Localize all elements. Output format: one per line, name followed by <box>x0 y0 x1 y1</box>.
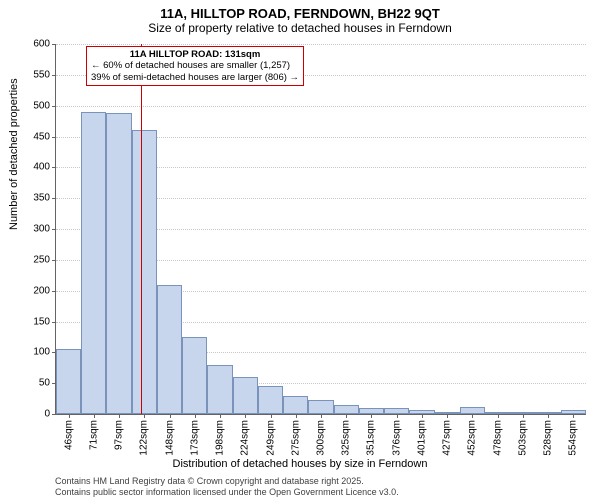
ytick-label: 450 <box>33 131 50 142</box>
reference-line <box>141 44 142 414</box>
bar <box>233 377 258 414</box>
xtick-mark <box>170 414 171 418</box>
bar <box>81 112 106 414</box>
plot-area: 05010015020025030035040045050055060046sq… <box>55 44 586 415</box>
ytick-mark <box>52 75 56 76</box>
ytick-mark <box>52 291 56 292</box>
xtick-label: 300sqm <box>316 420 327 456</box>
xtick-label: 478sqm <box>492 420 503 456</box>
xtick-label: 401sqm <box>416 420 427 456</box>
chart-title: 11A, HILLTOP ROAD, FERNDOWN, BH22 9QT <box>0 0 600 21</box>
xtick-mark <box>195 414 196 418</box>
bar <box>182 337 207 414</box>
ytick-mark <box>52 167 56 168</box>
bar <box>283 396 308 415</box>
ytick-mark <box>52 44 56 45</box>
xtick-mark <box>422 414 423 418</box>
xtick-label: 173sqm <box>189 420 200 456</box>
annotation-line3: 39% of semi-detached houses are larger (… <box>91 72 299 83</box>
ytick-mark <box>52 198 56 199</box>
ytick-label: 600 <box>33 39 50 50</box>
ytick-mark <box>52 229 56 230</box>
bar <box>106 113 131 414</box>
ytick-mark <box>52 137 56 138</box>
xtick-label: 148sqm <box>164 420 175 456</box>
ytick-label: 200 <box>33 285 50 296</box>
xtick-mark <box>144 414 145 418</box>
ytick-label: 250 <box>33 254 50 265</box>
xtick-mark <box>94 414 95 418</box>
xtick-label: 351sqm <box>366 420 377 456</box>
chart-container: 11A, HILLTOP ROAD, FERNDOWN, BH22 9QT Si… <box>0 0 600 500</box>
bar <box>334 405 359 414</box>
ytick-label: 150 <box>33 316 50 327</box>
xtick-label: 97sqm <box>114 420 125 450</box>
gridline <box>56 44 586 45</box>
annotation-box: 11A HILLTOP ROAD: 131sqm← 60% of detache… <box>86 46 304 86</box>
xtick-mark <box>69 414 70 418</box>
xtick-label: 122sqm <box>139 420 150 456</box>
bar <box>157 285 182 415</box>
bar <box>207 365 232 414</box>
xtick-label: 376sqm <box>391 420 402 456</box>
xtick-label: 71sqm <box>88 420 99 450</box>
xtick-mark <box>548 414 549 418</box>
xtick-label: 452sqm <box>467 420 478 456</box>
xtick-mark <box>321 414 322 418</box>
gridline <box>56 106 586 107</box>
xtick-mark <box>296 414 297 418</box>
y-axis-label: Number of detached properties <box>8 78 20 230</box>
xtick-label: 275sqm <box>290 420 301 456</box>
xtick-mark <box>220 414 221 418</box>
xtick-label: 528sqm <box>543 420 554 456</box>
ytick-mark <box>52 106 56 107</box>
xtick-label: 503sqm <box>517 420 528 456</box>
xtick-mark <box>346 414 347 418</box>
footer-line2: Contains public sector information licen… <box>55 487 399 498</box>
bar <box>460 407 485 414</box>
x-axis-label: Distribution of detached houses by size … <box>0 458 600 470</box>
annotation-title: 11A HILLTOP ROAD: 131sqm <box>91 49 299 60</box>
bar <box>258 386 283 414</box>
ytick-label: 500 <box>33 100 50 111</box>
xtick-label: 325sqm <box>341 420 352 456</box>
xtick-label: 46sqm <box>63 420 74 450</box>
xtick-label: 198sqm <box>215 420 226 456</box>
xtick-mark <box>245 414 246 418</box>
ytick-mark <box>52 414 56 415</box>
ytick-label: 50 <box>39 378 50 389</box>
ytick-mark <box>52 260 56 261</box>
xtick-mark <box>498 414 499 418</box>
xtick-mark <box>472 414 473 418</box>
footer-attribution: Contains HM Land Registry data © Crown c… <box>55 476 399 498</box>
ytick-label: 0 <box>44 409 50 420</box>
xtick-label: 249sqm <box>265 420 276 456</box>
ytick-label: 550 <box>33 69 50 80</box>
bar <box>56 349 81 414</box>
xtick-mark <box>271 414 272 418</box>
xtick-mark <box>371 414 372 418</box>
xtick-mark <box>447 414 448 418</box>
ytick-label: 300 <box>33 224 50 235</box>
ytick-label: 350 <box>33 193 50 204</box>
xtick-mark <box>523 414 524 418</box>
chart-subtitle: Size of property relative to detached ho… <box>0 21 600 37</box>
xtick-label: 427sqm <box>442 420 453 456</box>
bar <box>132 130 157 414</box>
ytick-mark <box>52 322 56 323</box>
ytick-label: 400 <box>33 162 50 173</box>
xtick-label: 554sqm <box>568 420 579 456</box>
xtick-mark <box>119 414 120 418</box>
xtick-label: 224sqm <box>240 420 251 456</box>
xtick-mark <box>573 414 574 418</box>
footer-line1: Contains HM Land Registry data © Crown c… <box>55 476 399 487</box>
ytick-label: 100 <box>33 347 50 358</box>
bar <box>308 400 333 414</box>
xtick-mark <box>397 414 398 418</box>
annotation-line2: ← 60% of detached houses are smaller (1,… <box>91 60 299 71</box>
